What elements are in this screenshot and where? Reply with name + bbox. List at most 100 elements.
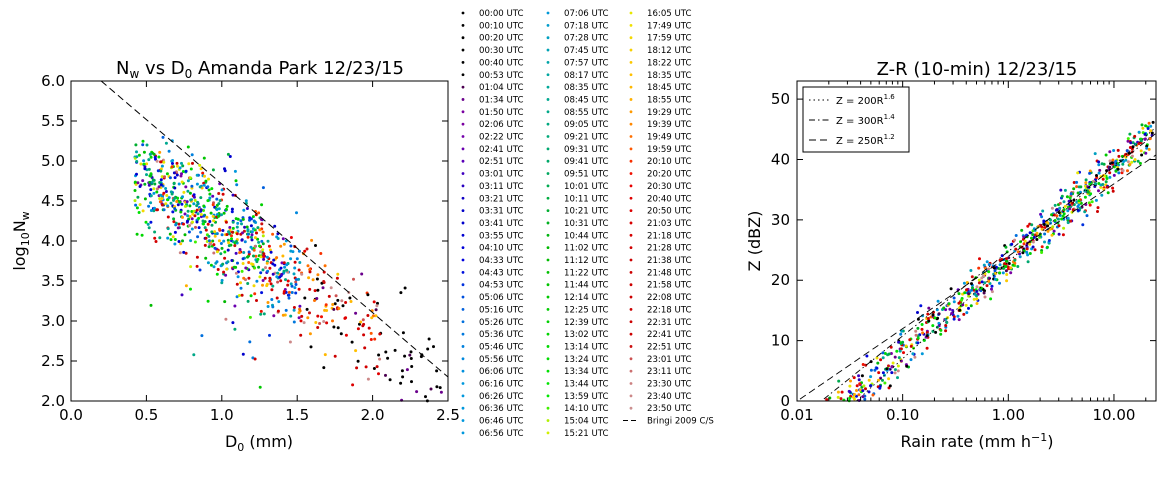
data-point	[337, 307, 341, 310]
data-point	[1028, 252, 1032, 255]
data-point	[171, 210, 175, 214]
data-point	[175, 164, 179, 168]
data-point	[438, 386, 442, 390]
data-point	[209, 263, 213, 267]
data-point	[1028, 242, 1032, 246]
data-point	[323, 308, 327, 312]
data-point	[972, 297, 976, 301]
legend-marker	[461, 85, 465, 89]
legend-marker	[629, 308, 633, 311]
legend-label: 09:31 UTC	[564, 145, 609, 155]
data-point	[315, 297, 319, 300]
data-point	[228, 226, 232, 229]
data-point	[179, 174, 183, 178]
data-point	[231, 193, 235, 197]
data-point	[270, 298, 274, 301]
legend-label: 15:21 UTC	[564, 429, 609, 439]
data-point	[206, 222, 210, 226]
data-point	[275, 256, 279, 260]
legend-marker	[546, 357, 550, 361]
legend-marker	[461, 48, 465, 52]
data-point	[252, 254, 255, 258]
data-point	[1059, 188, 1063, 192]
data-point	[1140, 123, 1144, 127]
legend-marker	[546, 184, 550, 188]
data-point	[170, 165, 174, 169]
data-point	[257, 265, 261, 269]
data-point	[309, 345, 313, 349]
data-point	[1033, 248, 1037, 252]
data-point	[367, 326, 371, 330]
data-point	[977, 281, 981, 285]
data-point	[248, 315, 252, 319]
data-point	[1111, 189, 1115, 193]
data-point	[919, 304, 923, 308]
data-point	[196, 235, 200, 239]
data-point	[181, 239, 184, 243]
legend-marker	[461, 147, 465, 151]
legend-label: 00:53 UTC	[479, 71, 524, 81]
data-point	[879, 358, 883, 362]
data-point	[268, 276, 272, 280]
data-point	[1004, 259, 1008, 263]
data-point	[265, 261, 269, 265]
data-point	[1114, 169, 1118, 173]
legend-label: 18:35 UTC	[647, 71, 692, 81]
legend-label: 20:10 UTC	[647, 157, 692, 167]
data-point	[165, 172, 169, 176]
data-point	[1108, 165, 1112, 169]
data-point	[199, 215, 203, 219]
y-axis-label-left: log10Nw	[10, 211, 32, 270]
data-point	[243, 240, 247, 244]
legend-label: 14:10 UTC	[564, 404, 609, 414]
data-point	[1097, 160, 1101, 164]
data-point	[879, 376, 883, 380]
data-point	[957, 301, 961, 305]
x-tick-label: 0.5	[134, 406, 158, 424]
data-point	[1057, 232, 1061, 236]
data-point	[141, 143, 145, 147]
legend-marker	[546, 23, 550, 27]
data-point	[204, 236, 208, 240]
data-point	[181, 215, 184, 219]
data-point	[888, 384, 892, 388]
data-point	[240, 238, 244, 242]
legend-marker	[461, 394, 465, 398]
legend-marker	[629, 159, 633, 163]
z-r-legend-label: Z = 250R1.2	[836, 133, 895, 147]
data-point	[168, 232, 172, 236]
data-point	[186, 179, 190, 183]
legend-label: 23:30 UTC	[647, 380, 692, 390]
data-point	[967, 306, 970, 310]
legend-label: 05:56 UTC	[479, 355, 524, 365]
data-point	[259, 271, 263, 275]
legend-label: 13:34 UTC	[564, 367, 609, 377]
data-point	[1128, 132, 1132, 136]
data-point	[235, 282, 239, 286]
data-point	[1020, 228, 1024, 232]
data-point	[977, 266, 981, 270]
data-point	[857, 374, 861, 378]
legend-label: 02:41 UTC	[479, 145, 524, 155]
data-point	[220, 188, 224, 192]
data-point	[908, 338, 912, 342]
data-point	[1051, 225, 1055, 229]
data-point	[269, 250, 273, 254]
data-point	[1021, 251, 1025, 255]
data-point	[308, 311, 311, 315]
data-point	[261, 234, 265, 238]
nw-d0-scatter-panel: Nw vs D0 Amanda Park 12/23/15 0.0 0.5 1.0 1…	[10, 58, 460, 454]
data-point	[373, 337, 377, 341]
data-point	[327, 294, 331, 298]
y-tick-label: 40	[771, 150, 790, 168]
data-point	[285, 263, 289, 267]
data-point	[1078, 206, 1082, 210]
legend-label: 17:59 UTC	[647, 34, 692, 44]
data-point	[144, 220, 148, 224]
data-point	[297, 249, 301, 253]
data-point	[1063, 204, 1067, 208]
data-point	[133, 189, 137, 192]
data-point	[199, 230, 203, 234]
data-point	[333, 302, 337, 306]
data-point	[1032, 235, 1036, 239]
